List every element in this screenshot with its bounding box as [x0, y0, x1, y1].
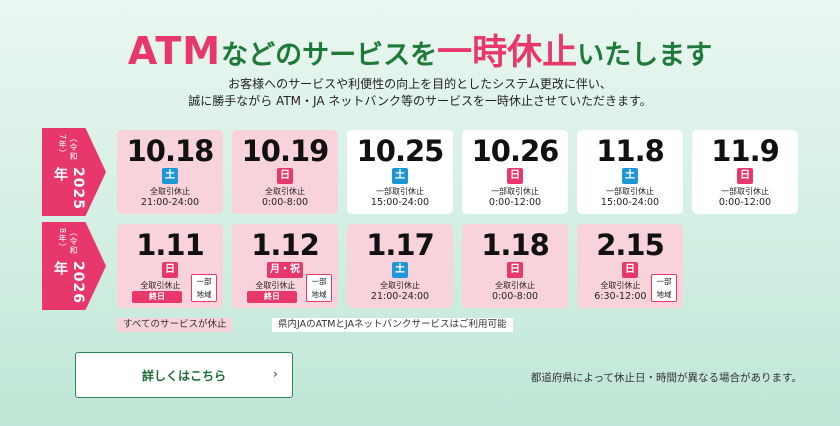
region-badge: 一部 地域: [651, 274, 677, 302]
suspension-type: 一部取引休止: [606, 187, 654, 196]
weekday-badge: 日: [162, 262, 178, 278]
date-value: 2.15: [596, 228, 665, 262]
headline-mid: などのサービスを: [221, 40, 438, 71]
weekday-badge: 日: [507, 168, 523, 184]
date-value: 10.19: [241, 134, 330, 168]
details-button[interactable]: 詳しくはこちら ›: [75, 352, 293, 398]
weekday-badge: 土: [622, 168, 638, 184]
suspension-time: 21:00-24:00: [140, 197, 200, 208]
suspension-type: 全取引休止: [380, 281, 420, 290]
date-value: 1.12: [251, 228, 320, 262]
date-value: 10.18: [126, 134, 215, 168]
date-card: 10.25 土 一部取引休止 15:00-24:00: [347, 130, 453, 214]
intro-line-2: 誠に勝手ながら ATM・JA ネットバンク等のサービスを一時休止させていただきま…: [188, 94, 652, 108]
headline-highlight: 一時休止: [437, 33, 578, 73]
suspension-type: 一部取引休止: [491, 187, 539, 196]
year-label: 2025年: [52, 167, 86, 210]
suspension-type: 全取引休止: [495, 281, 535, 290]
date-value: 10.26: [471, 134, 560, 168]
date-card: 11.9 日 一部取引休止 0:00-12:00: [692, 130, 798, 214]
suspension-type: 全取引休止: [150, 187, 190, 196]
region-badge: 一部 地域: [306, 274, 332, 302]
suspension-type: 全取引休止: [265, 187, 305, 196]
region-badge: 一部 地域: [191, 274, 217, 302]
date-value: 11.9: [711, 134, 780, 168]
date-card: 10.26 日 一部取引休止 0:00-12:00: [462, 130, 568, 214]
weekday-badge: 日: [277, 168, 293, 184]
date-value: 10.25: [356, 134, 445, 168]
date-value: 1.17: [366, 228, 435, 262]
year-era: （令和8年）: [58, 228, 78, 255]
weekday-badge: 土: [392, 262, 408, 278]
all-day-badge: 終日: [247, 291, 297, 303]
weekday-badge: 月・祝: [267, 262, 303, 278]
suspension-type: 全取引休止: [255, 281, 296, 290]
suspension-type: 全取引休止: [140, 281, 181, 290]
suspension-type: 一部取引休止: [721, 187, 769, 196]
date-card: 2.15 日 全取引休止 6:30-12:00 一部 地域: [577, 224, 683, 308]
suspension-time: 0:00-12:00: [718, 197, 772, 208]
date-value: 11.8: [596, 134, 665, 168]
year-era: （令和7年）: [58, 134, 78, 161]
date-card: 10.18 土 全取引休止 21:00-24:00: [117, 130, 223, 214]
headline-atm: ATM: [127, 29, 222, 73]
date-card: 1.18 日 全取引休止 0:00-8:00: [462, 224, 568, 308]
suspension-time: 6:30-12:00: [594, 291, 647, 302]
suspension-time: 15:00-24:00: [370, 197, 430, 208]
year-label: 2026年: [52, 261, 86, 304]
footnote: 都道府県によって休止日・時間が異なる場合があります。: [530, 372, 802, 384]
date-card: 1.11 日 全取引休止 終日 一部 地域: [117, 224, 223, 308]
suspension-time: 15:00-24:00: [600, 197, 660, 208]
year-tab-2025: （令和7年） 2025年: [42, 128, 106, 216]
headline: ATMなどのサービスを一時休止いたします: [0, 24, 840, 75]
suspension-time: 0:00-12:00: [488, 197, 542, 208]
weekday-badge: 日: [507, 262, 523, 278]
headline-end: いたします: [577, 40, 713, 71]
details-button-label: 詳しくはこちら: [141, 368, 226, 383]
weekday-badge: 土: [392, 168, 408, 184]
suspension-time: 21:00-24:00: [370, 291, 430, 302]
legend-partial-available: 県内JAのATMとJAネットバンクサービスはご利用可能: [272, 318, 513, 332]
date-value: 1.11: [136, 228, 205, 262]
date-card: 10.19 日 全取引休止 0:00-8:00: [232, 130, 338, 214]
chevron-right-icon: ›: [273, 367, 278, 381]
suspension-time: 0:00-8:00: [491, 291, 539, 302]
intro-line-1: お客様へのサービスや利便性の向上を目的としたシステム更改に伴い、: [228, 77, 612, 91]
intro-text: お客様へのサービスや利便性の向上を目的としたシステム更改に伴い、 誠に勝手ながら…: [0, 76, 840, 110]
date-card: 11.8 土 一部取引休止 15:00-24:00: [577, 130, 683, 214]
weekday-badge: 日: [737, 168, 753, 184]
date-value: 1.18: [481, 228, 550, 262]
suspension-type: 全取引休止: [600, 281, 641, 290]
date-card: 1.12 月・祝 全取引休止 終日 一部 地域: [232, 224, 338, 308]
suspension-time: 0:00-8:00: [261, 197, 309, 208]
legend-all-suspended: すべてのサービスが休止: [117, 318, 233, 332]
date-card: 1.17 土 全取引休止 21:00-24:00: [347, 224, 453, 308]
suspension-type: 一部取引休止: [376, 187, 424, 196]
year-tab-2026: （令和8年） 2026年: [42, 222, 106, 310]
weekday-badge: 土: [162, 168, 178, 184]
weekday-badge: 日: [622, 262, 638, 278]
all-day-badge: 終日: [132, 291, 182, 303]
